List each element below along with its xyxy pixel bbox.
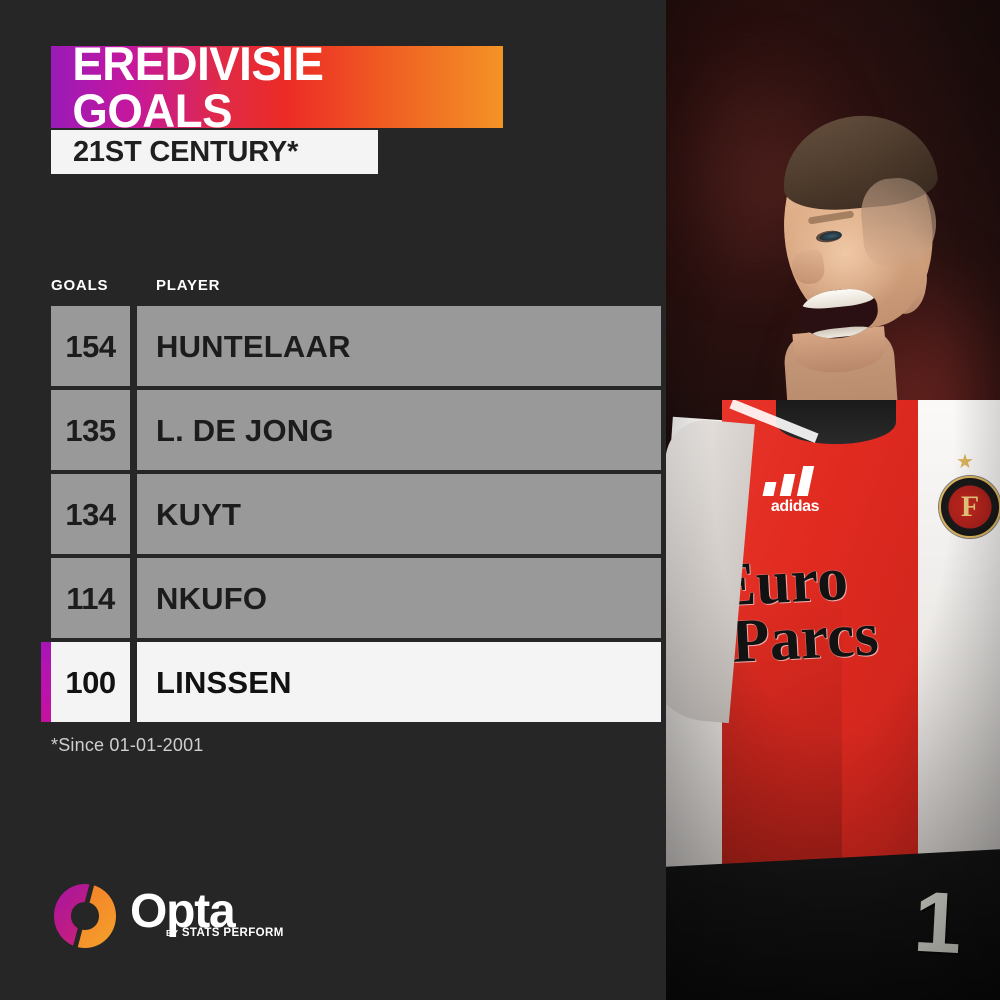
player-name: L. DE JONG [156, 412, 334, 448]
adidas-logo: adidas [752, 466, 838, 524]
goals-value: 135 [65, 412, 116, 448]
table-row: 134 KUYT [51, 474, 661, 558]
opta-name: Opta [130, 885, 236, 938]
footnote: *Since 01-01-2001 [51, 735, 204, 755]
opta-wordmark: Opta BY STATS PERFORM [130, 885, 283, 939]
player-cell: NKUFO [137, 558, 661, 638]
goals-cell: 134 [51, 474, 130, 554]
column-header-goals: GOALS [51, 277, 109, 294]
opta-tagline-text: STATS PERFORM [181, 927, 284, 939]
goals-value: 134 [65, 496, 116, 532]
column-header-player: PLAYER [156, 277, 221, 294]
subtitle-banner: 21ST CENTURY* [51, 130, 378, 174]
goals-value: 114 [66, 580, 115, 616]
opta-mark-icon [52, 882, 118, 950]
jersey-sponsor-text: Euro Parcs [713, 542, 1000, 676]
goals-cell: 135 [51, 390, 130, 470]
table-column-headers: GOALS PLAYER [51, 277, 651, 299]
page-subtitle: 21ST CENTURY* [73, 135, 299, 168]
title-banner: EREDIVISIE GOALS [51, 40, 503, 134]
feyenoord-crest-icon: F [939, 476, 1000, 538]
player-name: HUNTELAAR [156, 328, 351, 364]
player-cell: KUYT [137, 474, 661, 554]
player-cell: L. DE JONG [137, 390, 661, 470]
table-row-highlighted: 100 LINSSEN [41, 642, 661, 726]
adidas-bars-icon [762, 466, 826, 496]
opta-tagline: BY STATS PERFORM [166, 927, 284, 940]
goals-cell: 114 [51, 558, 130, 638]
player-photo: adidas Euro Parcs ★ F 1 [666, 0, 1000, 1000]
table-row: 135 L. DE JONG [51, 390, 661, 474]
player-name: LINSSEN [156, 664, 292, 700]
goals-cell: 100 [51, 642, 130, 722]
goals-value: 154 [65, 328, 116, 364]
opta-tagline-by: BY [166, 928, 179, 938]
shorts-number: 1 [911, 873, 967, 973]
table-row: 114 NKUFO [51, 558, 661, 642]
rankings-table: 154 HUNTELAAR 135 L. DE JONG 134 [41, 306, 661, 726]
opta-logo: Opta BY STATS PERFORM [52, 882, 283, 954]
player-cell: HUNTELAAR [137, 306, 661, 386]
page-title: EREDIVISIE GOALS [72, 37, 324, 137]
jersey-collar [776, 400, 896, 444]
player-name: NKUFO [156, 580, 268, 616]
crest-letter: F [960, 490, 980, 523]
goals-cell: 154 [51, 306, 130, 386]
adidas-wordmark: adidas [770, 498, 820, 515]
player-cell: LINSSEN [137, 642, 661, 722]
player-name: KUYT [156, 496, 242, 532]
highlight-accent-bar [41, 642, 51, 722]
info-panel: EREDIVISIE GOALS 21ST CENTURY* GOALS PLA… [41, 40, 661, 954]
goals-value: 100 [65, 664, 116, 700]
table-row: 154 HUNTELAAR [51, 306, 661, 390]
